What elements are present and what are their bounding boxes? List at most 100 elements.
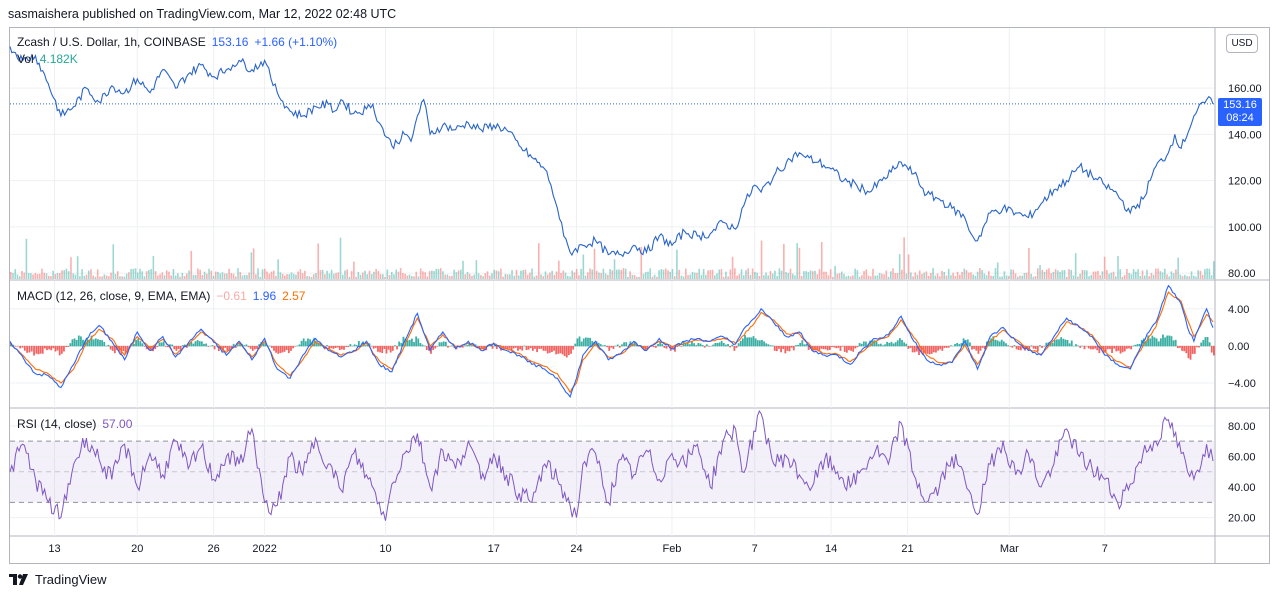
volume-bar xyxy=(1170,271,1173,279)
macd-histogram-bar xyxy=(370,345,373,347)
volume-bar xyxy=(346,269,348,279)
macd-histogram-bar xyxy=(966,339,969,347)
volume-bar xyxy=(1001,276,1003,279)
volume-bar xyxy=(1152,274,1155,279)
macd-histogram-bar xyxy=(572,345,575,350)
macd-histogram-bar xyxy=(1196,345,1198,348)
volume-bar xyxy=(930,272,932,279)
volume-bar xyxy=(408,274,411,279)
volume-bar xyxy=(34,272,37,279)
volume-bar xyxy=(611,270,614,279)
macd-histogram-bar xyxy=(1174,339,1177,347)
volume-bar xyxy=(578,275,580,279)
macd-histogram-bar xyxy=(778,345,780,349)
macd-histogram-bar xyxy=(394,345,396,347)
macd-histogram-bar xyxy=(56,345,59,351)
macd-histogram-bar xyxy=(890,341,893,347)
volume-bar xyxy=(1188,276,1191,279)
volume-bar xyxy=(896,273,899,279)
tradingview-logo-icon xyxy=(9,573,28,585)
macd-histogram-bar xyxy=(835,345,838,349)
last-price: 153.16 xyxy=(211,35,249,49)
macd-hist-value: −0.61 xyxy=(216,289,247,303)
macd-histogram-bar xyxy=(1092,345,1094,350)
volume-bar xyxy=(725,271,727,279)
volume-bar xyxy=(767,275,770,279)
volume-bar xyxy=(1101,271,1104,279)
volume-bar xyxy=(206,273,208,279)
macd-histogram-bar xyxy=(256,345,258,349)
volume-bar xyxy=(123,276,126,279)
volume-bar xyxy=(12,273,14,279)
macd-histogram-bar xyxy=(935,345,937,353)
volume-bar xyxy=(1048,268,1050,279)
volume-bar xyxy=(96,269,99,279)
volume-bar xyxy=(268,273,271,279)
volume-bar xyxy=(589,268,591,279)
macd-histogram-bar xyxy=(190,341,193,347)
macd-histogram-bar xyxy=(192,343,195,347)
volume-bar xyxy=(843,273,845,279)
volume-bar xyxy=(889,271,892,279)
volume-bar xyxy=(1032,276,1035,279)
volume-bar xyxy=(272,270,275,279)
currency-button[interactable]: USD xyxy=(1226,34,1258,53)
macd-histogram-bar xyxy=(19,345,22,349)
macd-histogram-bar xyxy=(529,345,532,349)
volume-bar xyxy=(279,272,282,279)
volume-bar xyxy=(464,274,467,279)
macd-histogram-bar xyxy=(292,345,294,349)
volume-bar xyxy=(230,273,233,279)
volume-bar xyxy=(41,268,43,279)
macd-histogram-bar xyxy=(693,343,695,347)
volume-bar xyxy=(829,269,832,279)
volume-bar xyxy=(938,276,941,279)
macd-histogram-bar xyxy=(506,345,509,350)
volume-bar xyxy=(1079,273,1081,279)
macd-histogram-bar xyxy=(217,345,220,352)
volume-bar xyxy=(208,268,210,279)
x-tick-label: 10 xyxy=(379,543,391,555)
macd-histogram-bar xyxy=(604,345,606,347)
macd-histogram-bar xyxy=(434,345,437,349)
volume-bar xyxy=(751,268,754,279)
macd-histogram-bar xyxy=(228,345,231,351)
macd-histogram-bar xyxy=(1079,345,1082,348)
volume-bar xyxy=(918,270,921,279)
macd-histogram-bar xyxy=(1159,338,1162,347)
macd-histogram-bar xyxy=(92,339,95,347)
volume-bar xyxy=(286,274,288,279)
macd-histogram-bar xyxy=(169,344,171,347)
volume-bar xyxy=(203,271,206,279)
volume-bar xyxy=(1161,272,1164,279)
volume-bar xyxy=(1155,268,1157,279)
volume-bar xyxy=(1028,248,1030,279)
volume-bar xyxy=(368,270,371,279)
volume-bar xyxy=(533,276,536,279)
macd-histogram-bar xyxy=(54,345,57,352)
volume-bar xyxy=(366,274,369,279)
macd-histogram-bar xyxy=(1100,345,1103,350)
macd-histogram-bar xyxy=(1179,345,1181,348)
macd-histogram-bar xyxy=(803,344,806,347)
volume-bar xyxy=(874,275,876,279)
volume-bar xyxy=(840,271,843,279)
tradingview-logo[interactable]: TradingView xyxy=(9,572,107,587)
volume-bar xyxy=(979,268,981,279)
volume-bar xyxy=(486,271,489,279)
volume-bar xyxy=(747,268,749,279)
volume-bar xyxy=(711,269,714,279)
macd-histogram-bar xyxy=(23,345,26,351)
volume-bar xyxy=(1210,275,1213,279)
volume-bar xyxy=(246,275,248,279)
macd-histogram-bar xyxy=(652,345,655,348)
volume-bar xyxy=(56,273,59,279)
volume-bar xyxy=(128,272,130,279)
volume-bar xyxy=(720,268,723,279)
macd-histogram-bar xyxy=(52,345,55,349)
volume-bar xyxy=(1123,275,1126,279)
macd-histogram-bar xyxy=(253,345,256,350)
macd-histogram-bar xyxy=(990,338,993,347)
macd-histogram-bar xyxy=(302,338,305,347)
